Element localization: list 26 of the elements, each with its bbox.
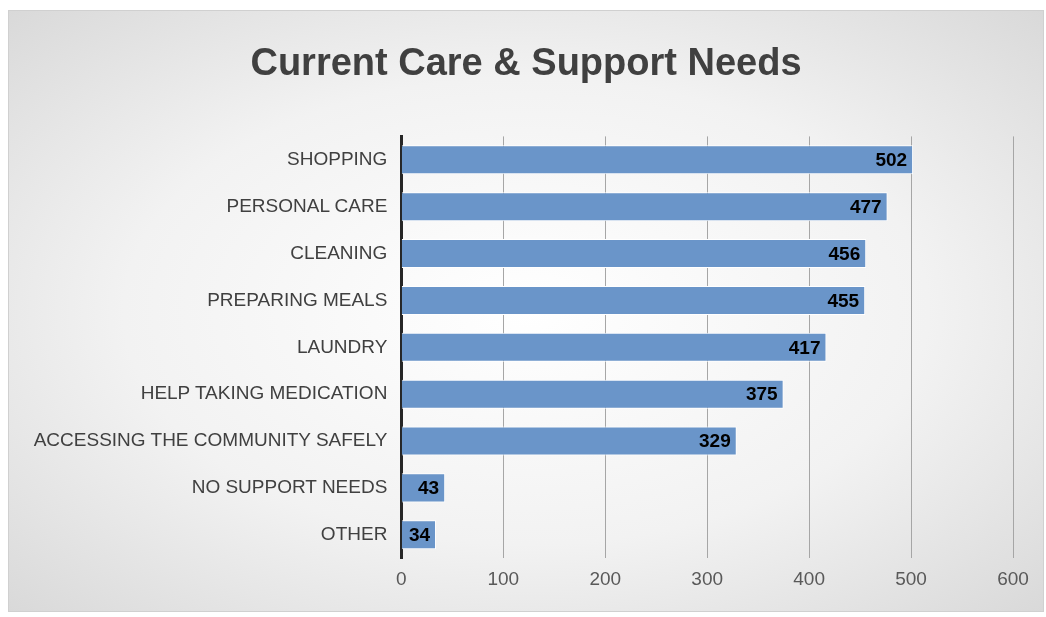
y-tick-label: PERSONAL CARE bbox=[226, 194, 388, 216]
data-label: 34 bbox=[408, 524, 431, 545]
x-tick-label: 400 bbox=[793, 567, 825, 589]
x-tick-label: 500 bbox=[895, 567, 927, 589]
x-tick-label: 200 bbox=[589, 567, 622, 589]
x-tick-label: 0 bbox=[396, 567, 407, 589]
y-tick-label: HELP TAKING MEDICATION bbox=[140, 382, 388, 404]
data-label: 417 bbox=[788, 336, 821, 358]
x-tick-label: 600 bbox=[997, 567, 1029, 589]
data-label: 455 bbox=[827, 289, 860, 311]
chart-title: Current Care & Support Needs bbox=[249, 41, 803, 84]
data-label: 329 bbox=[699, 430, 731, 452]
data-label: 502 bbox=[875, 149, 908, 171]
data-label: 477 bbox=[849, 195, 882, 217]
y-tick-label: NO SUPPORT NEEDS bbox=[191, 476, 388, 498]
y-tick-label: SHOPPING bbox=[287, 148, 388, 170]
y-tick-label: ACCESSING THE COMMUNITY SAFELY bbox=[33, 429, 388, 451]
y-tick-label: LAUNDRY bbox=[296, 335, 388, 357]
x-tick-label: 300 bbox=[691, 567, 724, 589]
x-tick-label: 100 bbox=[487, 567, 520, 589]
y-tick-label: PREPARING MEALS bbox=[207, 288, 388, 310]
data-label: 456 bbox=[828, 242, 861, 264]
data-label: 43 bbox=[418, 477, 440, 499]
y-tick-label: CLEANING bbox=[290, 241, 388, 263]
y-tick-label: OTHER bbox=[320, 523, 388, 544]
data-label: 375 bbox=[745, 383, 779, 405]
